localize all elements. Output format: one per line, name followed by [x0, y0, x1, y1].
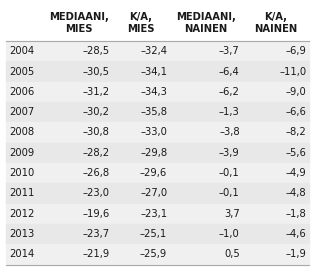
- Text: 2004: 2004: [9, 46, 34, 56]
- Text: –19,6: –19,6: [83, 209, 110, 219]
- Text: K/A,
MIES: K/A, MIES: [127, 12, 155, 34]
- Text: –29,8: –29,8: [140, 148, 167, 158]
- Text: MEDIAANI,
NAINEN: MEDIAANI, NAINEN: [176, 12, 236, 34]
- Bar: [6, 244, 309, 265]
- Bar: [6, 204, 309, 224]
- Text: –1,8: –1,8: [285, 209, 306, 219]
- Text: –3,8: –3,8: [219, 127, 240, 137]
- Text: –28,2: –28,2: [83, 148, 110, 158]
- Text: 2005: 2005: [9, 66, 35, 76]
- Text: –6,6: –6,6: [285, 107, 306, 117]
- Text: 2014: 2014: [9, 249, 35, 259]
- Text: –8,2: –8,2: [285, 127, 306, 137]
- Text: 3,7: 3,7: [224, 209, 240, 219]
- Text: –33,0: –33,0: [140, 127, 167, 137]
- Text: –23,1: –23,1: [140, 209, 167, 219]
- Text: –30,5: –30,5: [83, 66, 110, 76]
- Text: –1,9: –1,9: [285, 249, 306, 259]
- Text: 2011: 2011: [9, 188, 35, 198]
- Text: –21,9: –21,9: [83, 249, 110, 259]
- Text: –34,3: –34,3: [140, 87, 167, 97]
- Text: –1,0: –1,0: [219, 229, 240, 239]
- Text: MEDIAANI,
MIES: MEDIAANI, MIES: [49, 12, 109, 34]
- Text: 2010: 2010: [9, 168, 35, 178]
- Text: –23,7: –23,7: [83, 229, 110, 239]
- Text: –29,6: –29,6: [140, 168, 167, 178]
- Bar: [6, 102, 309, 122]
- Text: –1,3: –1,3: [219, 107, 240, 117]
- Text: –9,0: –9,0: [285, 87, 306, 97]
- Text: –30,8: –30,8: [83, 127, 110, 137]
- Bar: [6, 143, 309, 163]
- Bar: [6, 163, 309, 183]
- Text: –3,9: –3,9: [219, 148, 240, 158]
- Bar: [6, 122, 309, 143]
- Bar: [6, 224, 309, 244]
- Text: –35,8: –35,8: [140, 107, 167, 117]
- Text: –5,6: –5,6: [285, 148, 306, 158]
- Text: –25,9: –25,9: [140, 249, 167, 259]
- Text: –34,1: –34,1: [140, 66, 167, 76]
- Bar: [6, 41, 309, 61]
- Text: –6,9: –6,9: [285, 46, 306, 56]
- Text: 2006: 2006: [9, 87, 35, 97]
- Bar: [6, 183, 309, 204]
- Text: –0,1: –0,1: [219, 168, 240, 178]
- Text: 2012: 2012: [9, 209, 35, 219]
- Text: 2009: 2009: [9, 148, 35, 158]
- Text: 0,5: 0,5: [224, 249, 240, 259]
- Bar: [6, 61, 309, 82]
- Text: –6,4: –6,4: [219, 66, 240, 76]
- Text: –30,2: –30,2: [83, 107, 110, 117]
- Text: –0,1: –0,1: [219, 188, 240, 198]
- Text: –27,0: –27,0: [140, 188, 167, 198]
- Text: –4,8: –4,8: [286, 188, 306, 198]
- Text: 2013: 2013: [9, 229, 35, 239]
- Text: –32,4: –32,4: [140, 46, 167, 56]
- Text: –28,5: –28,5: [83, 46, 110, 56]
- Text: –4,9: –4,9: [285, 168, 306, 178]
- Text: –3,7: –3,7: [219, 46, 240, 56]
- Text: –23,0: –23,0: [83, 188, 110, 198]
- Text: –25,1: –25,1: [140, 229, 167, 239]
- Bar: [6, 5, 309, 41]
- Bar: [6, 82, 309, 102]
- Text: –4,6: –4,6: [285, 229, 306, 239]
- Text: –6,2: –6,2: [219, 87, 240, 97]
- Text: K/A,
NAINEN: K/A, NAINEN: [254, 12, 297, 34]
- Text: –31,2: –31,2: [83, 87, 110, 97]
- Text: 2007: 2007: [9, 107, 35, 117]
- Text: –26,8: –26,8: [83, 168, 110, 178]
- Text: 2008: 2008: [9, 127, 34, 137]
- Text: –11,0: –11,0: [279, 66, 306, 76]
